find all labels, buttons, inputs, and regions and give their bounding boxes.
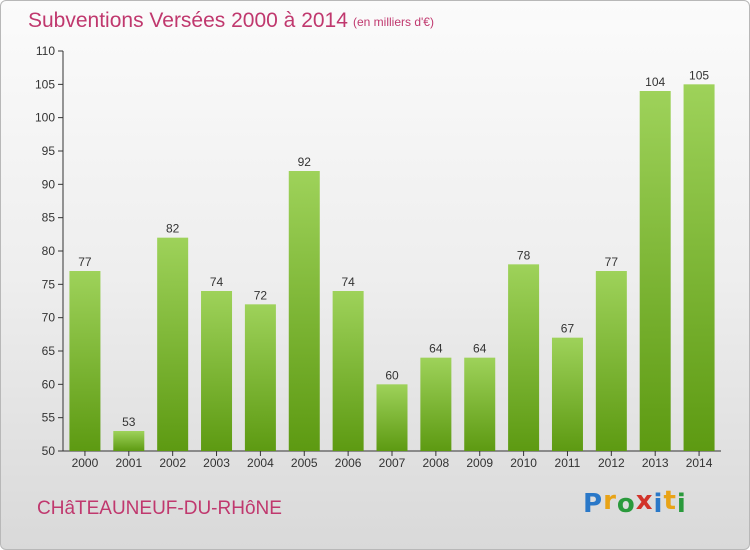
x-tick-label-2012: 2012 [598, 456, 625, 470]
x-tick-label-2008: 2008 [423, 456, 450, 470]
bar-2012 [595, 271, 627, 451]
x-tick-label-2002: 2002 [159, 456, 186, 470]
data-label-2000: 77 [78, 255, 92, 269]
proxiti-logo: Proxiti [583, 486, 687, 519]
y-tick-label: 90 [42, 177, 56, 191]
logo-letter: i [653, 489, 664, 519]
y-tick-label: 55 [42, 411, 56, 425]
bar-2009 [464, 357, 496, 451]
x-tick-label-2009: 2009 [466, 456, 493, 470]
bar-2005 [288, 171, 320, 451]
x-tick-label-2006: 2006 [335, 456, 362, 470]
logo-letter: i [676, 489, 687, 519]
bar-2002 [157, 237, 189, 451]
data-label-2002: 82 [166, 222, 180, 236]
bar-2000 [69, 271, 101, 451]
bar-2007 [376, 384, 408, 451]
data-label-2008: 64 [429, 342, 443, 356]
x-tick-label-2013: 2013 [642, 456, 669, 470]
x-tick-label-2010: 2010 [510, 456, 537, 470]
data-label-2003: 74 [210, 275, 224, 289]
logo-letter: t [663, 486, 677, 516]
y-tick-label: 75 [42, 277, 56, 291]
bar-2006 [332, 291, 364, 451]
bars: 77 53 82 74 72 92 74 60 64 64 78 67 77 104 105 [69, 68, 715, 451]
data-label-2013: 104 [645, 75, 665, 89]
y-tick-label: 70 [42, 311, 56, 325]
data-label-2009: 64 [473, 342, 487, 356]
data-label-2001: 53 [122, 415, 136, 429]
data-label-2004: 72 [254, 288, 268, 302]
bar-2001 [113, 431, 145, 451]
data-label-2011: 67 [561, 322, 575, 336]
x-tick-label-2004: 2004 [247, 456, 274, 470]
x-tick-label-2014: 2014 [686, 456, 713, 470]
logo-letter: r [603, 486, 617, 516]
y-tick-label: 100 [35, 111, 55, 125]
x-tick-label-2001: 2001 [115, 456, 142, 470]
y-tick-label: 110 [36, 44, 55, 58]
x-tick-label-2003: 2003 [203, 456, 230, 470]
data-label-2007: 60 [385, 368, 399, 382]
logo-letter: P [583, 489, 604, 519]
data-label-2006: 74 [341, 275, 355, 289]
data-label-2012: 77 [605, 255, 619, 269]
y-ticks: 50 55 60 65 70 75 80 85 90 95 100 105 110 [35, 44, 63, 458]
y-tick-label: 95 [42, 144, 56, 158]
y-tick-label: 65 [42, 344, 56, 358]
x-tick-labels: 2000 2001 2002 2003 2004 2005 2006 2007 2008 2009… [72, 451, 713, 470]
bar-2003 [201, 291, 233, 451]
x-tick-label-2007: 2007 [379, 456, 406, 470]
bar-2008 [420, 357, 452, 451]
x-tick-label-2005: 2005 [291, 456, 318, 470]
town-name: CHâTEAUNEUF-DU-RHôNE [37, 498, 282, 519]
bar-2013 [639, 91, 671, 451]
bar-2011 [551, 337, 583, 451]
x-tick-label-2011: 2011 [555, 456, 581, 470]
chart-subtitle: (en milliers d'€) [353, 15, 434, 29]
y-tick-label: 105 [35, 77, 55, 91]
x-tick-label-2000: 2000 [72, 456, 99, 470]
data-label-2010: 78 [517, 248, 531, 262]
chart-title: Subventions Versées 2000 à 2014 [28, 9, 348, 32]
logo-letter: x [635, 486, 654, 516]
y-tick-label: 60 [42, 377, 56, 391]
y-tick-label: 80 [42, 244, 56, 258]
bar-2004 [244, 304, 276, 451]
data-label-2014: 105 [689, 68, 709, 82]
y-tick-label: 50 [42, 444, 56, 458]
data-label-2005: 92 [298, 155, 312, 169]
bar-2014 [683, 84, 715, 451]
logo-letter: o [616, 489, 636, 519]
bar-2010 [508, 264, 540, 451]
y-tick-label: 85 [42, 211, 56, 225]
